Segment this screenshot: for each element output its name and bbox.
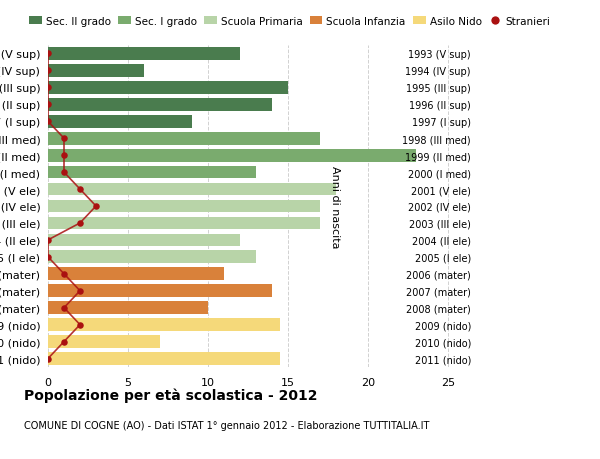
Bar bbox=[48, 82, 288, 95]
Point bbox=[75, 220, 85, 227]
Point bbox=[59, 338, 69, 346]
Bar bbox=[48, 319, 280, 331]
Point bbox=[43, 84, 53, 92]
Text: COMUNE DI COGNE (AO) - Dati ISTAT 1° gennaio 2012 - Elaborazione TUTTITALIA.IT: COMUNE DI COGNE (AO) - Dati ISTAT 1° gen… bbox=[24, 420, 430, 430]
Bar bbox=[48, 353, 280, 365]
Point bbox=[59, 169, 69, 176]
Bar bbox=[48, 65, 144, 78]
Point bbox=[59, 135, 69, 143]
Bar bbox=[48, 268, 224, 280]
Point bbox=[43, 118, 53, 126]
Bar bbox=[48, 48, 240, 61]
Point bbox=[75, 321, 85, 329]
Point bbox=[75, 186, 85, 193]
Bar bbox=[48, 285, 272, 297]
Bar bbox=[48, 302, 208, 314]
Bar bbox=[48, 183, 336, 196]
Point bbox=[43, 355, 53, 363]
Bar bbox=[48, 234, 240, 247]
Bar bbox=[48, 251, 256, 263]
Bar bbox=[48, 336, 160, 348]
Point bbox=[43, 50, 53, 58]
Y-axis label: Anni di nascita: Anni di nascita bbox=[330, 165, 340, 248]
Point bbox=[91, 203, 101, 210]
Bar bbox=[48, 116, 192, 129]
Bar bbox=[48, 167, 256, 179]
Point bbox=[59, 304, 69, 312]
Bar bbox=[48, 99, 272, 112]
Point bbox=[43, 101, 53, 109]
Bar bbox=[48, 217, 320, 230]
Point bbox=[59, 270, 69, 278]
Point bbox=[43, 254, 53, 261]
Text: Popolazione per età scolastica - 2012: Popolazione per età scolastica - 2012 bbox=[24, 388, 317, 403]
Point bbox=[43, 237, 53, 244]
Point bbox=[59, 152, 69, 159]
Bar bbox=[48, 133, 320, 145]
Legend: Sec. II grado, Sec. I grado, Scuola Primaria, Scuola Infanzia, Asilo Nido, Stran: Sec. II grado, Sec. I grado, Scuola Prim… bbox=[29, 17, 551, 27]
Point bbox=[75, 287, 85, 295]
Point bbox=[43, 67, 53, 75]
Bar bbox=[48, 150, 416, 162]
Bar bbox=[48, 200, 320, 213]
